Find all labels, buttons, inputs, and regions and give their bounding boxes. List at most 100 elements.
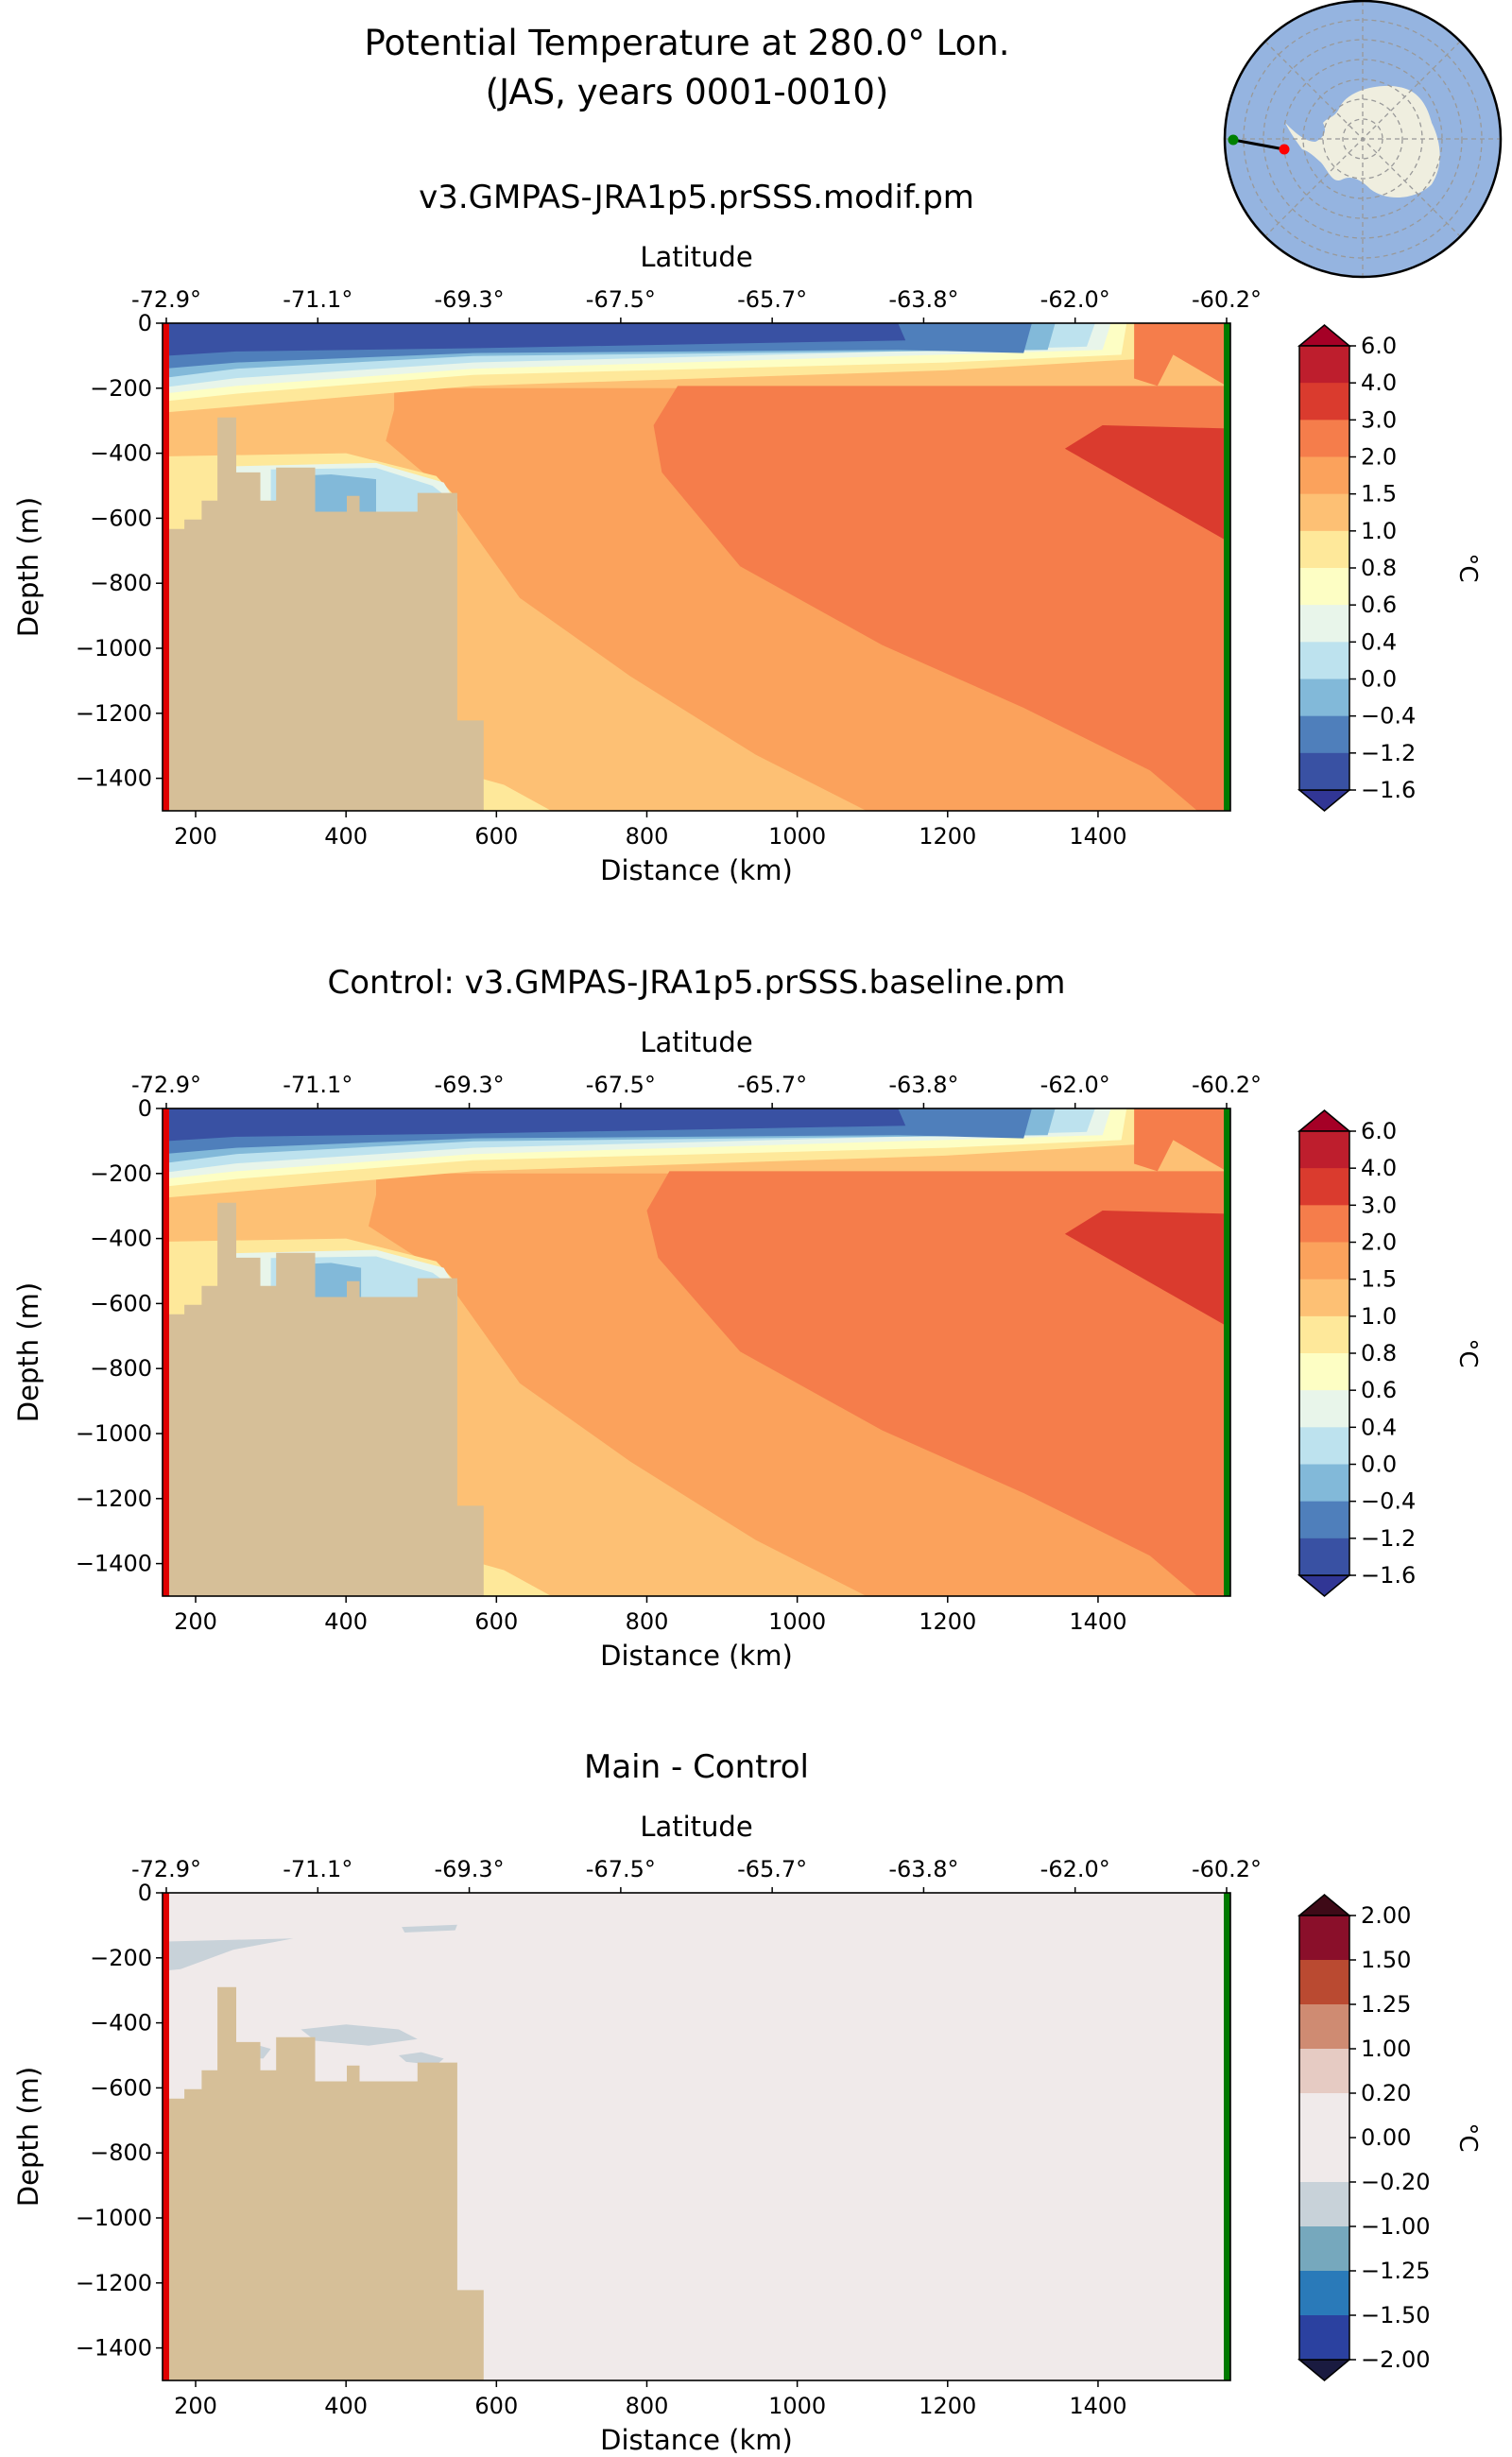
- plot-area: [163, 323, 1230, 811]
- lat-tick-label: -69.3°: [435, 1072, 505, 1098]
- panel-3: Main - Control Latitude -72.9° -71.1° -69.3°…: [12, 1748, 1482, 2456]
- y-tick-label: −1200: [76, 1486, 152, 1512]
- colorbar-swatch: [1299, 2182, 1349, 2227]
- colorbar-swatch: [1299, 2138, 1349, 2183]
- colorbar-swatch: [1299, 2226, 1349, 2272]
- x-tick-label: 800: [626, 1608, 669, 1635]
- x-tick-label: 1400: [1069, 1608, 1126, 1635]
- colorbar-swatch: [1299, 383, 1349, 421]
- colorbar-extend-low: [1297, 789, 1352, 812]
- x-axis-label: Distance (km): [600, 2424, 793, 2456]
- transect-start-line: [163, 1108, 169, 1596]
- x-tick-label: 400: [324, 2393, 368, 2419]
- transect-line: [1232, 138, 1285, 151]
- x-tick-label: 1200: [919, 1608, 976, 1635]
- x-tick-label: 800: [626, 2393, 669, 2419]
- lat-tick-label: -72.9°: [131, 1856, 201, 1882]
- colorbar-swatch: [1299, 1390, 1349, 1428]
- colorbar-swatch: [1299, 346, 1349, 384]
- colorbar-swatch: [1299, 1538, 1349, 1576]
- x-axis-label: Distance (km): [600, 1640, 793, 1672]
- colorbar-tick-label: 0.6: [1361, 1377, 1397, 1403]
- colorbar-extend-high: [1297, 324, 1352, 347]
- y-tick-label: 0: [138, 1095, 152, 1122]
- lat-tick-label: -60.2°: [1192, 1856, 1262, 1882]
- colorbar-swatch: [1299, 1315, 1349, 1354]
- y-tick-label: −200: [90, 375, 152, 402]
- y-tick-label: −1200: [76, 2270, 152, 2296]
- lat-tick-label: -67.5°: [586, 1856, 656, 1882]
- colorbar-tick-label: −0.4: [1361, 703, 1416, 730]
- contour-region: [402, 1924, 457, 1933]
- colorbar-swatch: [1299, 456, 1349, 495]
- lat-tick-label: -72.9°: [131, 286, 201, 313]
- y-tick-label: −400: [90, 440, 152, 467]
- top-axis-label: Latitude: [640, 1026, 752, 1058]
- bathymetry: [163, 1986, 484, 2380]
- y-tick-label: 0: [138, 1880, 152, 1906]
- inset-map: [1223, 0, 1503, 279]
- x-tick-label: 1000: [768, 823, 826, 850]
- colorbar-tick-label: 1.00: [1361, 2036, 1411, 2062]
- transect-end-line: [1224, 323, 1230, 811]
- axes-frame: [162, 322, 1231, 812]
- x-tick-label: 600: [474, 1608, 518, 1635]
- colorbar-swatch: [1299, 568, 1349, 606]
- colorbar-tick-label: −2.00: [1361, 2346, 1431, 2373]
- y-tick-label: −200: [90, 1160, 152, 1187]
- colorbar-tick-label: 2.00: [1361, 1902, 1411, 1929]
- colorbar-label: °C: [1453, 1338, 1482, 1367]
- lat-tick-label: -67.5°: [586, 286, 656, 313]
- x-tick-label: 1400: [1069, 2393, 1126, 2419]
- figure-title-line1: Potential Temperature at 280.0° Lon.: [365, 23, 1010, 63]
- lat-tick-label: -71.1°: [283, 1856, 352, 1882]
- colorbar-extend-low: [1297, 2359, 1352, 2381]
- colorbar-swatch: [1299, 1279, 1349, 1317]
- transect-start-line: [163, 323, 169, 811]
- colorbar-swatch: [1299, 1131, 1349, 1169]
- colorbar-swatch: [1299, 752, 1349, 791]
- lat-tick-label: -62.0°: [1040, 286, 1110, 313]
- contour-region: [398, 2052, 444, 2066]
- colorbar-tick-label: −1.00: [1361, 2213, 1431, 2240]
- colorbar-tick-label: 0.8: [1361, 555, 1397, 581]
- colorbar-swatch: [1299, 1960, 1349, 2005]
- colorbar-swatch: [1299, 2049, 1349, 2094]
- colorbar-tick-label: −0.4: [1361, 1488, 1416, 1515]
- colorbar-tick-label: −1.6: [1361, 777, 1416, 803]
- colorbar-swatch: [1299, 605, 1349, 643]
- transect-start-line: [163, 1893, 169, 2380]
- y-axis-label: Depth (m): [12, 1282, 44, 1422]
- contour-region: [480, 778, 552, 811]
- lat-tick-label: -65.7°: [737, 1072, 807, 1098]
- colorbar-swatch: [1299, 642, 1349, 679]
- colorbar-tick-label: 1.0: [1361, 1303, 1397, 1330]
- colorbar-tick-label: −1.25: [1361, 2258, 1431, 2284]
- y-axis-label: Depth (m): [12, 2067, 44, 2207]
- y-tick-label: −800: [90, 1355, 152, 1382]
- lat-tick-label: -71.1°: [283, 286, 352, 313]
- colorbar-tick-label: 6.0: [1361, 1118, 1397, 1144]
- contour-region: [480, 1563, 552, 1596]
- colorbar-tick-label: −1.6: [1361, 1562, 1416, 1589]
- panel-2: Control: v3.GMPAS-JRA1p5.prSSS.baseline.…: [12, 964, 1482, 1672]
- colorbar-tick-label: 0.4: [1361, 628, 1397, 655]
- colorbar-swatch: [1299, 1168, 1349, 1206]
- colorbar-swatch: [1299, 2315, 1349, 2361]
- y-tick-label: −1000: [76, 2205, 152, 2231]
- contour-region: [1064, 1211, 1230, 1329]
- colorbar: 6.0 4.0 3.0 2.0 1.5 1.0 0.8 0.6 0.4 0.0 −0.4 −1.2 −1…: [1297, 1109, 1482, 1597]
- transect-start-marker: [1279, 144, 1290, 155]
- colorbar-tick-label: 6.0: [1361, 333, 1397, 359]
- lat-tick-label: -60.2°: [1192, 286, 1262, 313]
- x-tick-label: 800: [626, 823, 669, 850]
- colorbar-swatch: [1299, 2093, 1349, 2139]
- y-tick-label: −1400: [76, 1551, 152, 1577]
- transect-end-marker: [1228, 134, 1239, 146]
- lat-tick-label: -65.7°: [737, 1856, 807, 1882]
- colorbar: 6.0 4.0 3.0 2.0 1.5 1.0 0.8 0.6 0.4 0.0 −0.4 −1.2 −1…: [1297, 324, 1482, 812]
- x-tick-label: 1000: [768, 1608, 826, 1635]
- contour-region: [301, 2024, 418, 2046]
- colorbar-swatch: [1299, 1205, 1349, 1243]
